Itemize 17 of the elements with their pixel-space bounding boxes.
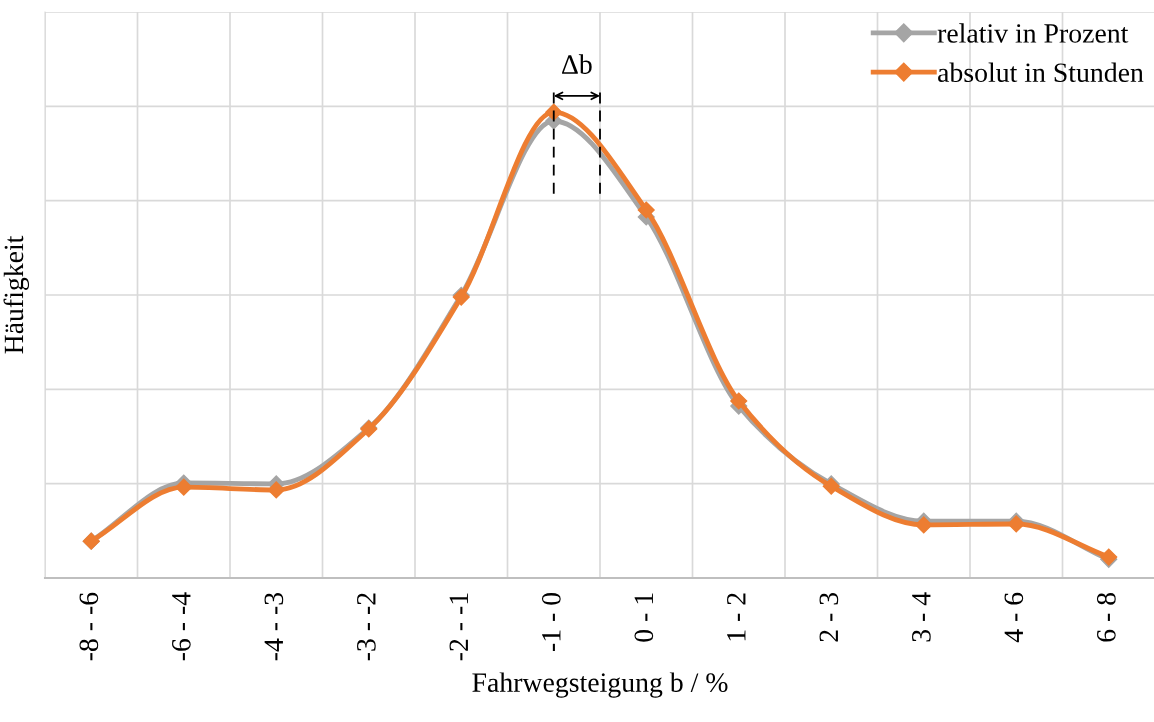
x-tick-label: 6 - 8 xyxy=(1096,592,1116,642)
x-axis-title: Fahrwegsteigung b / % xyxy=(472,672,728,698)
x-tick-label: -6 - -4 xyxy=(172,592,191,661)
x-tick-label: 4 - 6 xyxy=(1004,592,1024,643)
x-tick-label: -1 - 0 xyxy=(541,592,561,652)
y-axis-title: Häufigkeit xyxy=(3,235,30,354)
x-tick-label: -3 - -2 xyxy=(357,593,376,661)
x-tick-label: 2 - 3 xyxy=(819,592,839,642)
x-tick-label: 0 - 1 xyxy=(634,593,654,642)
x-tick-label: -2 - -1 xyxy=(449,593,468,661)
x-tick-label: 3 - 4 xyxy=(912,592,931,642)
legend-label: relativ in Prozent xyxy=(937,23,1129,43)
x-tick-label: -8 - -6 xyxy=(79,592,99,661)
annotation: Δb xyxy=(562,54,592,74)
legend-label: absolut in Stunden xyxy=(938,62,1144,83)
x-tick-label: 1 - 2 xyxy=(727,593,746,641)
x-tick-label: -4 - -3 xyxy=(264,592,284,661)
